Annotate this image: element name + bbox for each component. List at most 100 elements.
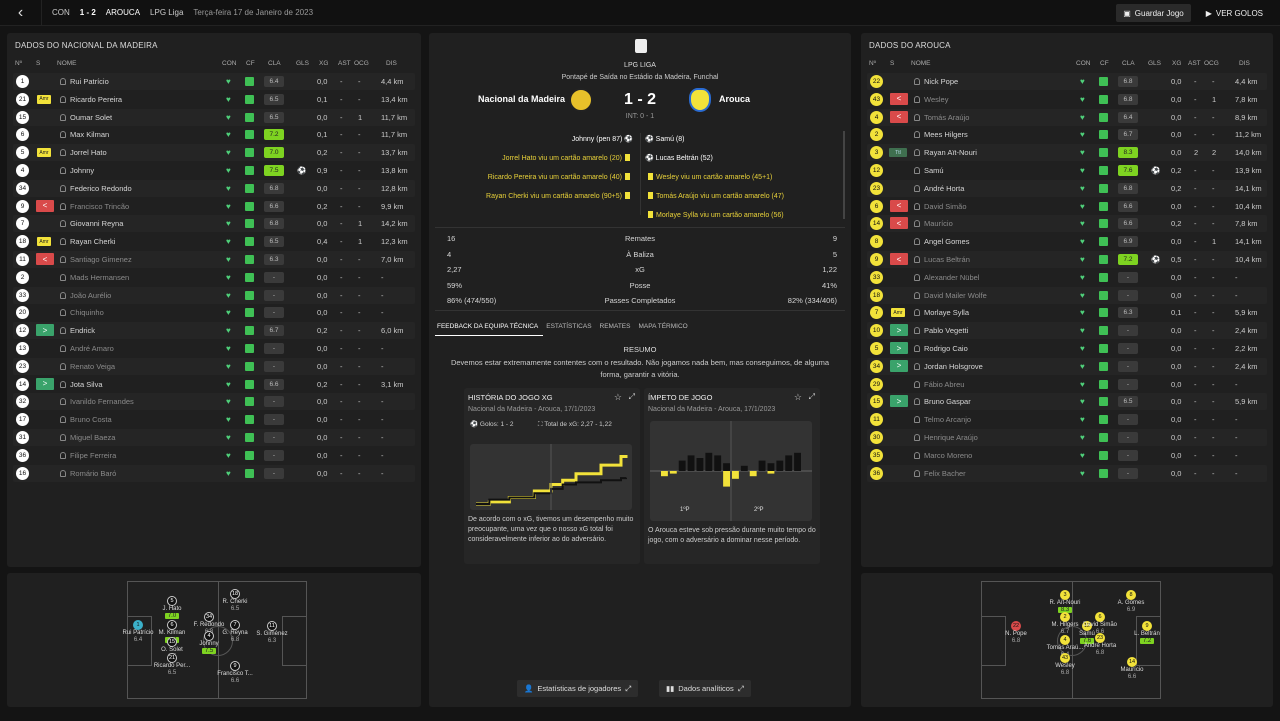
- player-name[interactable]: Lucas Beltrán: [924, 255, 970, 264]
- player-stats-button[interactable]: 👤 Estatísticas de jogadores ⤢: [517, 680, 639, 697]
- table-row[interactable]: 34 Federico Redondo ♥ 6.8 0,0 - - 12,8 k…: [13, 179, 415, 197]
- player-name[interactable]: Bruno Costa: [70, 415, 112, 425]
- table-row[interactable]: 13 André Amaro ♥ - 0,0 - - -: [13, 340, 415, 357]
- table-row[interactable]: 9 < Francisco Trincão ♥ 6.6 0,2 - - 9,9 …: [13, 198, 415, 215]
- player-name[interactable]: Nick Pope: [924, 77, 959, 86]
- momentum-card[interactable]: ÍMPETO DE JOGO ☆ ⤢ Nacional da Madeira -…: [644, 388, 820, 564]
- pitch-player[interactable]: 8 A. Gomes 6.9: [1111, 590, 1151, 613]
- player-name[interactable]: Federico Redondo: [70, 183, 132, 193]
- col-xg[interactable]: XG: [1172, 60, 1182, 67]
- player-name[interactable]: André Amaro: [70, 344, 114, 353]
- player-name[interactable]: Rayan Cherki: [70, 237, 116, 247]
- pitch-player[interactable]: 7 G. Reyna 6.8: [215, 620, 255, 643]
- player-name[interactable]: Rayan Aït-Nouri: [924, 148, 977, 158]
- player-name[interactable]: Miguel Baeza: [70, 433, 116, 442]
- away-team-name[interactable]: Arouca: [719, 94, 751, 104]
- col-ocg[interactable]: OCG: [1204, 60, 1219, 67]
- tab-shots[interactable]: REMATES: [599, 323, 631, 330]
- table-row[interactable]: 36 Felix Bacher ♥ - 0,0 - - -: [867, 464, 1267, 482]
- tab-heatmap[interactable]: MAPA TÉRMICO: [638, 323, 688, 330]
- table-row[interactable]: 2 Mads Hermansen ♥ - 0,0 - - -: [13, 269, 415, 286]
- table-row[interactable]: 4 Johnny ♥ 7.5 ⚽ 0,9 - - 13,8 km: [13, 162, 415, 179]
- col-cla[interactable]: CLA: [1122, 60, 1135, 67]
- player-name[interactable]: Morlaye Sylla: [924, 308, 970, 318]
- pitch-player[interactable]: 43 Wesley 6.8: [1045, 653, 1085, 676]
- player-name[interactable]: Henrique Araújo: [924, 433, 978, 442]
- table-row[interactable]: 5 Amr Jorrel Hato ♥ 7.0 0,2 - - 13,7 km: [13, 144, 415, 162]
- player-name[interactable]: Fábio Abreu: [924, 379, 965, 389]
- table-row[interactable]: 7 Amr Morlaye Sylla ♥ 6.3 0,1 - - 5,9 km: [867, 304, 1267, 321]
- player-name[interactable]: Rui Patrício: [70, 77, 109, 86]
- tab-feedback[interactable]: FEEDBACK DA EQUIPA TÉCNICA: [437, 323, 539, 330]
- table-row[interactable]: 32 Ivanildo Fernandes ♥ - 0,0 - - -: [13, 393, 415, 411]
- player-name[interactable]: Bruno Gaspar: [924, 397, 971, 407]
- player-name[interactable]: Telmo Arcanjo: [924, 415, 972, 425]
- player-name[interactable]: Alexander Nübel: [924, 272, 980, 282]
- col-con[interactable]: CON: [1076, 60, 1091, 67]
- table-row[interactable]: 11 Telmo Arcanjo ♥ - 0,0 - - -: [867, 411, 1267, 428]
- col-s[interactable]: S: [890, 60, 895, 67]
- player-name[interactable]: Mads Hermansen: [70, 272, 130, 282]
- col-num[interactable]: Nº: [869, 60, 877, 67]
- col-con[interactable]: CON: [222, 60, 237, 67]
- col-num[interactable]: Nº: [15, 60, 23, 67]
- analytics-button[interactable]: ▮▮ Dados analíticos ⤢: [659, 680, 751, 697]
- table-row[interactable]: 43 < Wesley ♥ 6.8 0,0 - 1 7,8 km: [867, 91, 1267, 108]
- table-row[interactable]: 29 Fábio Abreu ♥ - 0,0 - - -: [867, 376, 1267, 393]
- col-name[interactable]: NOME: [57, 60, 77, 67]
- pitch-player[interactable]: 9 L. Beltrán 7.2: [1127, 621, 1167, 644]
- goals-button[interactable]: ▶ VER GOLOS: [1199, 4, 1270, 22]
- player-name[interactable]: Giovanni Reyna: [70, 219, 124, 229]
- table-row[interactable]: 2 Mees Hilgers ♥ 6.7 0,0 - - 11,2 km: [867, 126, 1267, 143]
- table-row[interactable]: 17 Bruno Costa ♥ - 0,0 - - -: [13, 411, 415, 428]
- col-ocg[interactable]: OCG: [354, 60, 369, 67]
- player-name[interactable]: André Horta: [924, 183, 965, 193]
- expand-icon[interactable]: ⤢: [808, 392, 815, 401]
- table-row[interactable]: 23 Renato Veiga ♥ - 0,0 - - -: [13, 357, 415, 375]
- player-name[interactable]: Francisco Trincão: [70, 201, 130, 211]
- table-row[interactable]: 15 > Bruno Gaspar ♥ 6.5 0,0 - - 5,9 km: [867, 393, 1267, 411]
- star-icon[interactable]: ☆: [793, 392, 802, 402]
- table-row[interactable]: 14 > Jota Silva ♥ 6.6 0,2 - - 3,1 km: [13, 376, 415, 393]
- table-row[interactable]: 6 < David Simão ♥ 6.6 0,0 - - 10,4 km: [867, 198, 1267, 215]
- pitch-player[interactable]: 11 S. Giménez 6.3: [252, 621, 292, 644]
- col-cf[interactable]: CF: [1100, 60, 1109, 67]
- player-name[interactable]: Renato Veiga: [70, 361, 116, 371]
- table-row[interactable]: 34 > Jordan Holsgrove ♥ - 0,0 - - 2,4 km: [867, 357, 1267, 375]
- pitch-player[interactable]: 23 André Horta 6.8: [1080, 633, 1120, 656]
- pitch-player[interactable]: 14 Maurício 6.6: [1112, 657, 1152, 680]
- player-name[interactable]: David Simão: [924, 201, 967, 211]
- player-name[interactable]: Pablo Vegetti: [924, 326, 969, 336]
- table-row[interactable]: 3 Ttl Rayan Aït-Nouri ♥ 8.3 0,0 2 2 14,0…: [867, 144, 1267, 162]
- col-dis[interactable]: DIS: [1239, 60, 1250, 67]
- table-row[interactable]: 36 Filipe Ferreira ♥ - 0,0 - - -: [13, 447, 415, 464]
- expand-icon[interactable]: ⤢: [628, 392, 635, 401]
- table-row[interactable]: 33 João Aurélio ♥ - 0,0 - - -: [13, 286, 415, 304]
- table-row[interactable]: 20 Chiquinho ♥ - 0,0 - - -: [13, 304, 415, 321]
- tab-statistics[interactable]: ESTATÍSTICAS: [546, 323, 592, 330]
- col-cf[interactable]: CF: [246, 60, 255, 67]
- col-ast[interactable]: AST: [338, 60, 351, 67]
- player-name[interactable]: Felix Bacher: [924, 468, 966, 478]
- table-row[interactable]: 12 > Endrick ♥ 6.7 0,2 - - 6,0 km: [13, 322, 415, 340]
- player-name[interactable]: Wesley: [924, 94, 949, 104]
- table-row[interactable]: 35 Marco Moreno ♥ - 0,0 - - -: [867, 447, 1267, 464]
- pitch-player[interactable]: 18 R. Cherki 6.5: [215, 589, 255, 612]
- col-ast[interactable]: AST: [1188, 60, 1201, 67]
- col-gls[interactable]: GLS: [1148, 60, 1162, 67]
- table-row[interactable]: 33 Alexander Nübel ♥ - 0,0 - - -: [867, 269, 1267, 286]
- col-name[interactable]: NOME: [911, 60, 931, 67]
- table-row[interactable]: 15 Oumar Solet ♥ 6.5 0,0 - 1 11,7 km: [13, 108, 415, 126]
- table-row[interactable]: 18 Amr Rayan Cherki ♥ 6.5 0,4 - 1 12,3 k…: [13, 233, 415, 250]
- save-button[interactable]: ▣ Guardar Jogo: [1116, 4, 1191, 22]
- player-name[interactable]: Ivanildo Fernandes: [70, 397, 134, 407]
- player-name[interactable]: Johnny: [70, 166, 95, 175]
- col-cla[interactable]: CLA: [268, 60, 281, 67]
- player-name[interactable]: Romário Baró: [70, 468, 117, 478]
- table-row[interactable]: 10 > Pablo Vegetti ♥ - 0,0 - - 2,4 km: [867, 322, 1267, 340]
- table-row[interactable]: 14 < Maurício ♥ 6.6 0,2 - - 7,8 km: [867, 215, 1267, 233]
- pitch-player[interactable]: 4 Johnny 7.5: [189, 631, 229, 654]
- player-name[interactable]: Rodrigo Caio: [924, 344, 968, 353]
- player-name[interactable]: Max Kilman: [70, 130, 110, 140]
- league-name[interactable]: LPG LIGA: [624, 62, 656, 69]
